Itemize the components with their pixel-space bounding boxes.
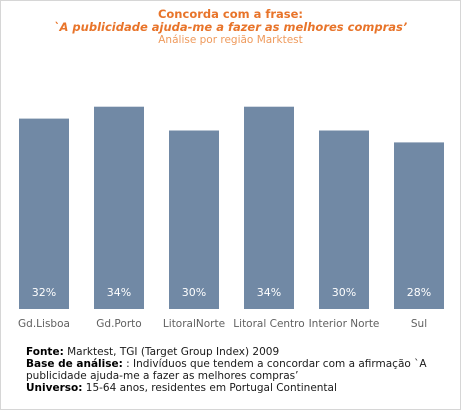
category-label-3: LitoralNorte <box>163 318 225 330</box>
source-text: Marktest, TGI (Target Group Index) 2009 <box>63 346 280 358</box>
bar-value-label-5: 30% <box>332 286 356 299</box>
bar-2 <box>94 106 144 309</box>
bar-4 <box>244 106 294 309</box>
chart-subtitle: `A publicidade ajuda-me a fazer as melho… <box>53 20 408 34</box>
category-label-6: Sul <box>411 318 427 330</box>
base-note: Base de análise: : Indivíduos que tendem… <box>26 358 456 382</box>
chart-notes: Fonte: Marktest, TGI (Target Group Index… <box>26 346 456 394</box>
bar-value-label-1: 32% <box>32 286 56 299</box>
bar-value-label-4: 34% <box>257 286 281 299</box>
source-note: Fonte: Marktest, TGI (Target Group Index… <box>26 346 456 358</box>
chart-subtitle-region: Análise por região Marktest <box>158 34 303 46</box>
base-text: : Indivíduos que tendem a concordar com … <box>26 358 427 382</box>
universe-label: Universo: <box>26 382 83 394</box>
bar-3 <box>169 130 219 309</box>
bar-1 <box>19 118 69 309</box>
bar-value-label-2: 34% <box>107 286 131 299</box>
category-label-1: Gd.Lisboa <box>18 318 70 330</box>
base-label: Base de análise: <box>26 358 123 370</box>
source-label: Fonte: <box>26 346 64 358</box>
category-label-2: Gd.Porto <box>96 318 141 330</box>
category-label-4: Litoral Centro <box>233 318 304 330</box>
chart-title: Concorda com a frase: <box>157 7 304 21</box>
bar-6 <box>394 142 444 309</box>
universe-note: Universo: 15-64 anos, residentes em Port… <box>26 382 456 394</box>
bar-5 <box>319 130 369 309</box>
chart-title-block: Concorda com a frase: `A publicidade aju… <box>0 8 461 47</box>
universe-text: 15-64 anos, residentes em Portugal Conti… <box>82 382 337 394</box>
category-label-5: Interior Norte <box>309 318 380 330</box>
bar-value-label-6: 28% <box>407 286 431 299</box>
bar-value-label-3: 30% <box>182 286 206 299</box>
